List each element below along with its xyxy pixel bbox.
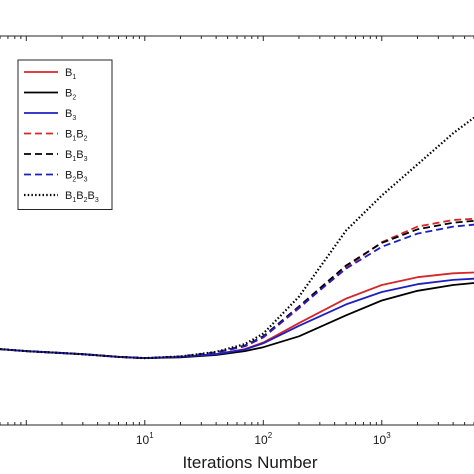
- series-line-b1: [0, 271, 474, 359]
- series-line-b3: [0, 277, 474, 359]
- series-line-b1b2: [0, 217, 474, 359]
- series-line-b1b2b3: [0, 116, 474, 360]
- legend-entry-b2: B2: [65, 88, 76, 102]
- x-tick-label: 102: [254, 431, 272, 447]
- series-line-b1b3: [0, 219, 474, 359]
- legend-entry-b1b2b3: B1B2B3: [65, 190, 99, 204]
- x-ticks: 101 102 103: [0, 36, 474, 447]
- legend-entry-b3: B3: [65, 108, 76, 122]
- series-group: [0, 116, 474, 360]
- legend-box: [17, 59, 113, 210]
- x-axis-label: Iterations Number: [182, 453, 317, 472]
- x-tick-label: 101: [136, 431, 154, 447]
- legend-entry-b1b3: B1B3: [65, 149, 88, 163]
- legend-entry-b1: B1: [65, 67, 76, 81]
- legend-entry-b1b2: B1B2: [65, 129, 88, 143]
- series-line-b2b3: [0, 223, 474, 359]
- x-tick-label: 103: [373, 431, 391, 447]
- legend-entry-b2b3: B2B3: [65, 170, 88, 184]
